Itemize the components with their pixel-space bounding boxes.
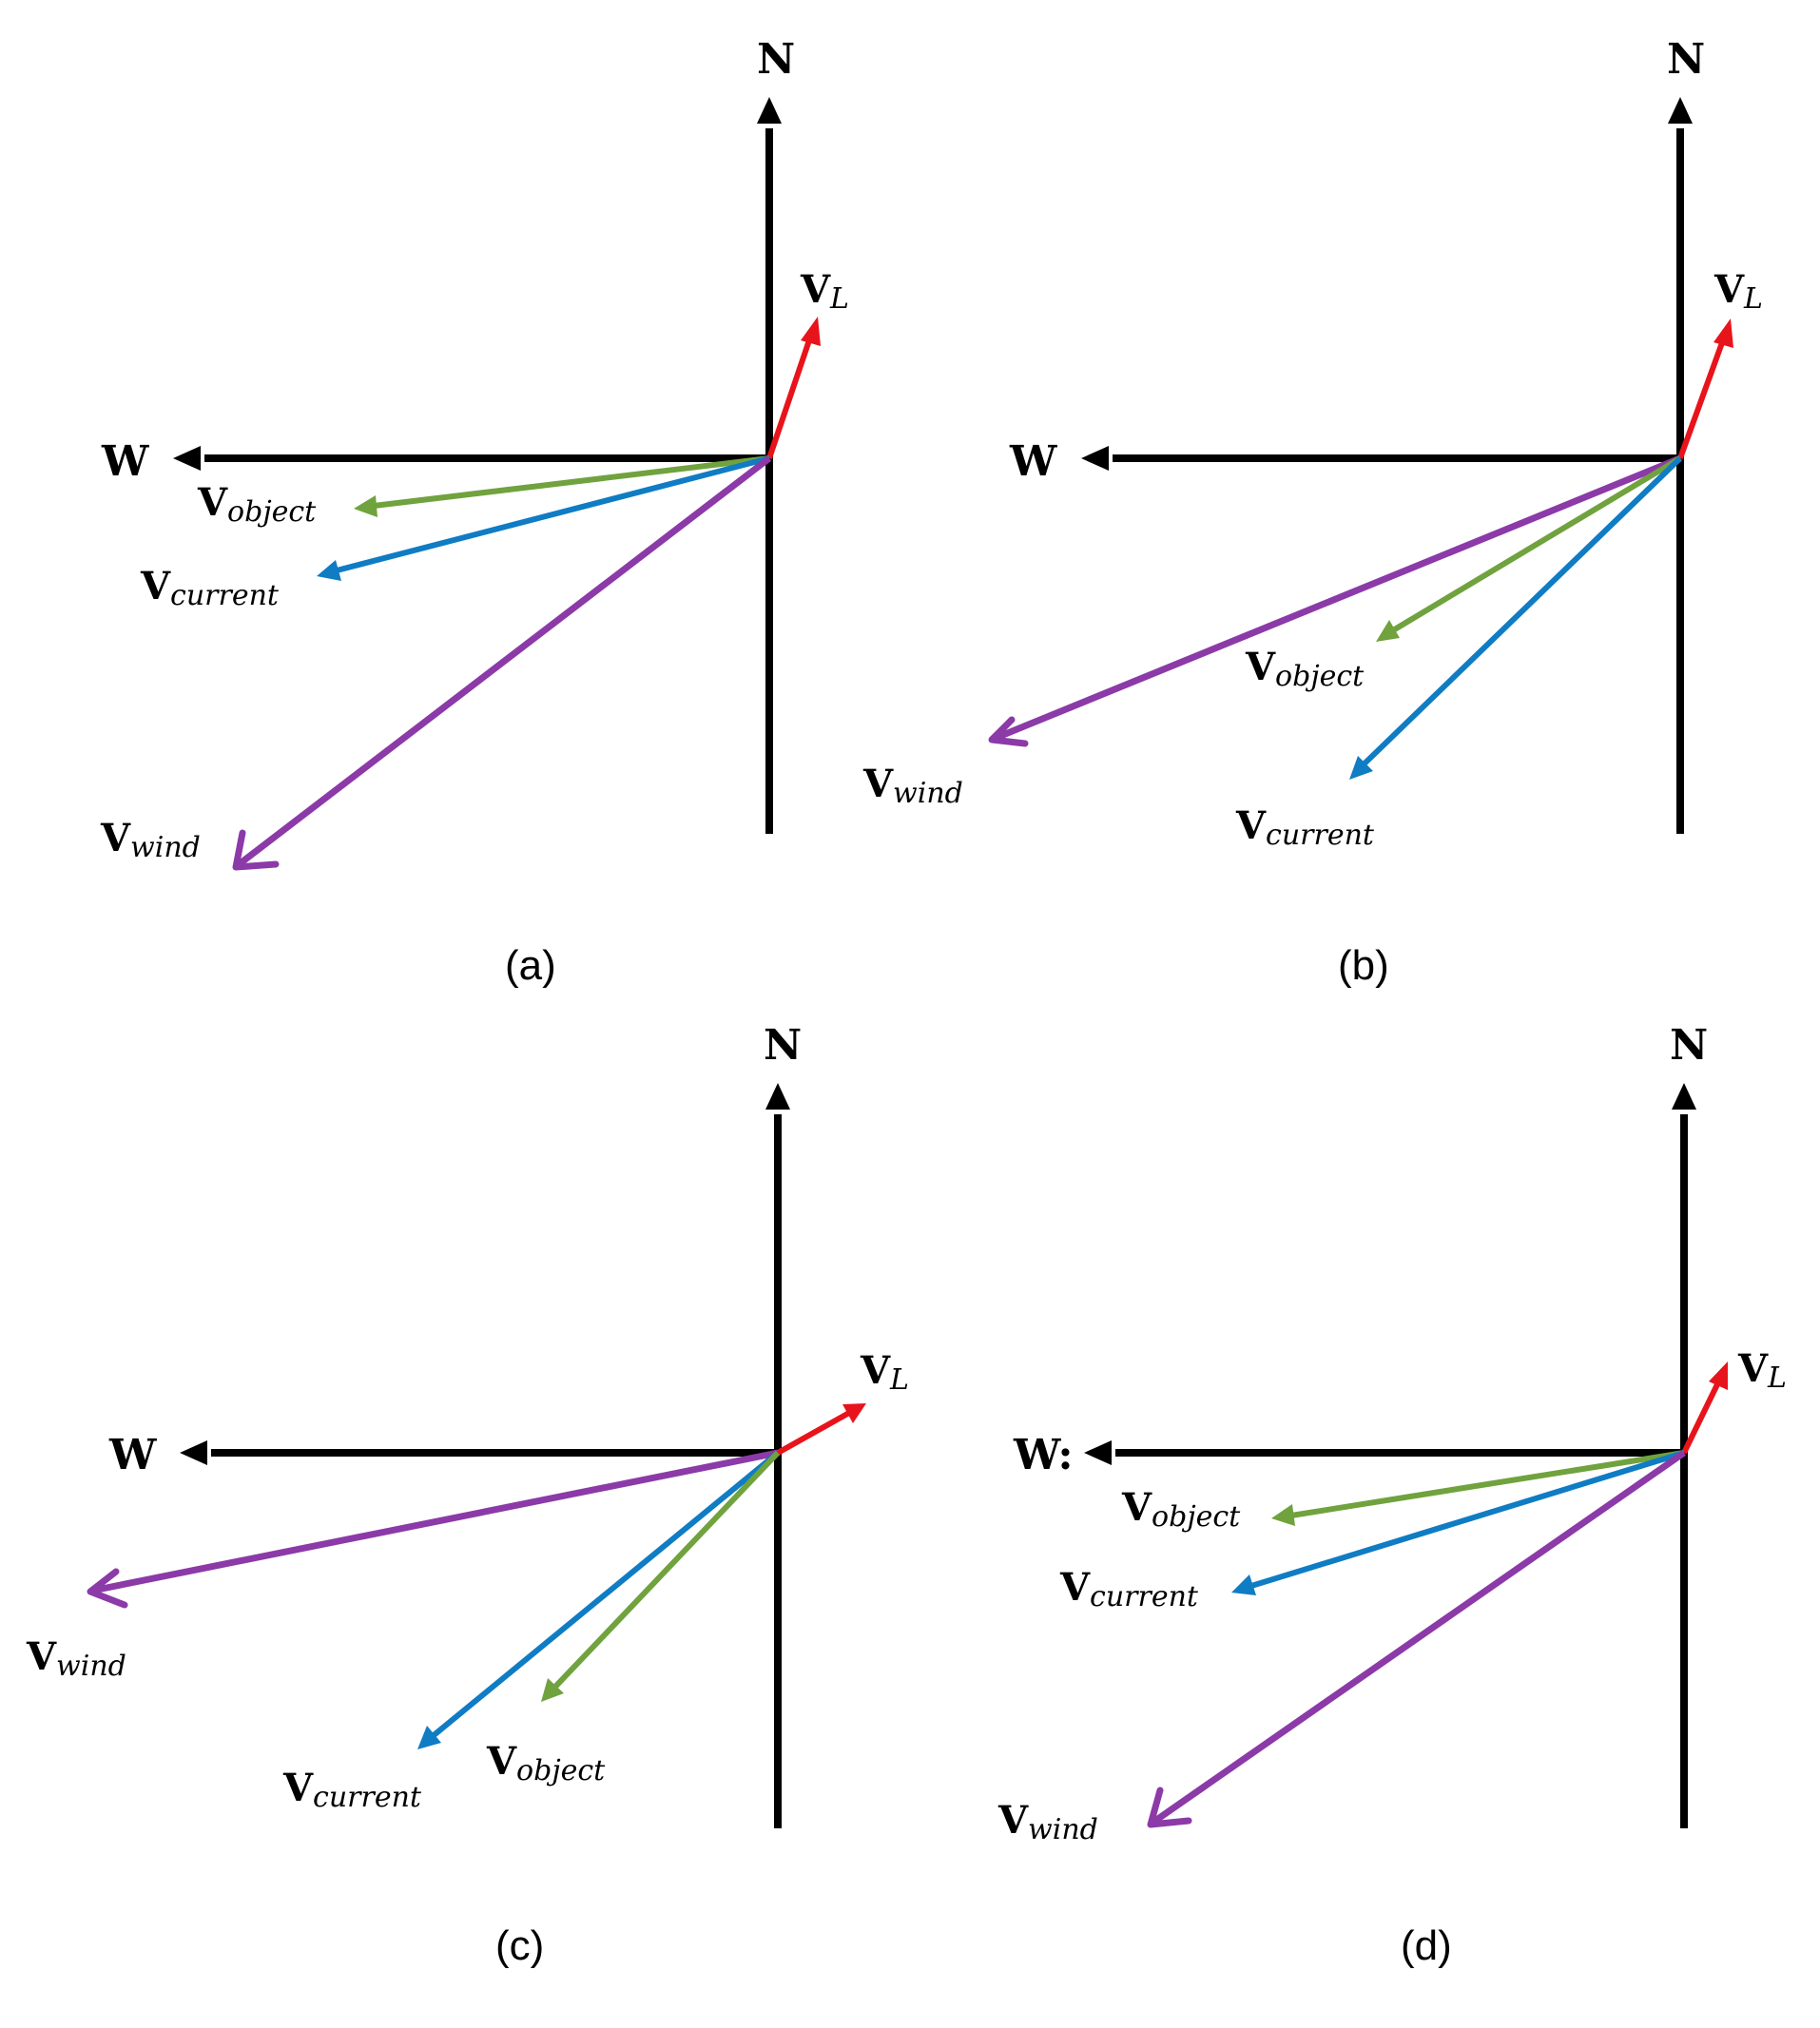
v-object-label: Vobject	[486, 1739, 606, 1787]
v-l-label: VL	[1714, 267, 1763, 316]
v-current-label: Vcurrent	[1235, 803, 1375, 852]
v-object-arrowhead	[1376, 620, 1400, 642]
v-l-arrow	[1677, 336, 1727, 460]
v-l-label: VL	[1737, 1346, 1787, 1395]
v-object-arrow	[552, 1450, 781, 1690]
v-wind-arrowhead	[988, 716, 1029, 747]
west-label: W	[101, 437, 149, 486]
v-wind-arrow	[1151, 1450, 1686, 1825]
v-current-arrowhead	[1349, 756, 1373, 780]
v-wind-arrow	[91, 1449, 779, 1594]
v-object-label: Vobject	[1121, 1485, 1241, 1534]
north-label: N	[757, 35, 795, 84]
v-l-arrowhead	[842, 1403, 866, 1423]
v-current-arrowhead	[1231, 1574, 1256, 1595]
v-wind-arrowhead	[232, 829, 280, 871]
v-current-label: Vcurrent	[140, 564, 280, 612]
v-wind-arrowhead	[1147, 1787, 1192, 1828]
v-object-label: Vobject	[197, 480, 317, 529]
west-arrowhead	[173, 446, 201, 471]
v-l-arrow	[766, 334, 814, 459]
v-wind-label: Vwind	[26, 1634, 126, 1683]
west-arrowhead	[180, 1440, 207, 1465]
v-current-arrowhead	[317, 560, 341, 581]
panel-c: N W VL Vwind Vcurrent Vobject (c)	[26, 1021, 909, 1969]
v-current-arrow	[1361, 455, 1683, 767]
v-object-arrow	[1391, 455, 1682, 633]
v-l-arrowhead	[801, 317, 821, 346]
v-current-arrow	[1250, 1450, 1685, 1589]
v-object-arrowhead	[541, 1678, 564, 1702]
v-object-arrowhead	[1271, 1504, 1295, 1526]
panel-b: N W VL Vwind Vobject Vcurrent (b)	[862, 35, 1763, 989]
north-arrowhead	[1668, 97, 1693, 124]
v-current-label: Vcurrent	[282, 1766, 422, 1814]
v-l-label: VL	[860, 1348, 909, 1397]
panel-a: N W VL Vobject Vcurrent Vwind (a)	[100, 35, 849, 989]
north-label: N	[764, 1021, 802, 1070]
panel-caption: (c)	[495, 1922, 544, 1969]
north-label: N	[1667, 35, 1705, 84]
panel-caption: (d)	[1401, 1922, 1452, 1969]
v-l-arrowhead	[1709, 1362, 1728, 1390]
v-l-label: VL	[800, 267, 849, 316]
v-object-label: Vobject	[1245, 645, 1365, 693]
panel-caption: (a)	[505, 942, 556, 989]
v-wind-label: Vwind	[100, 816, 201, 864]
v-current-label: Vcurrent	[1059, 1565, 1199, 1613]
v-current-arrowhead	[417, 1726, 441, 1749]
north-arrowhead	[1672, 1083, 1696, 1110]
west-label: W	[108, 1431, 157, 1479]
north-arrowhead	[765, 1083, 790, 1110]
v-object-arrow	[373, 455, 770, 509]
west-arrowhead	[1084, 1440, 1112, 1465]
west-label: W	[1009, 437, 1057, 486]
v-wind-label: Vwind	[997, 1798, 1098, 1846]
v-current-arrow	[336, 455, 770, 573]
v-current-arrow	[431, 1450, 780, 1739]
v-wind-label: Vwind	[862, 762, 963, 810]
panel-caption: (b)	[1338, 942, 1389, 989]
v-wind-arrow	[235, 455, 772, 868]
v-l-arrowhead	[1714, 319, 1733, 348]
north-arrowhead	[757, 97, 782, 124]
panel-d: N W: VL Vobject Vcurrent Vwind (d)	[997, 1021, 1787, 1969]
v-l-arrow	[776, 1410, 851, 1456]
v-wind-arrow	[992, 454, 1682, 743]
north-label: N	[1670, 1021, 1708, 1070]
west-label: W:	[1013, 1431, 1074, 1479]
west-arrowhead	[1081, 446, 1109, 471]
v-object-arrow	[1290, 1450, 1685, 1518]
v-l-arrow	[1681, 1379, 1722, 1455]
v-object-arrowhead	[354, 495, 378, 517]
v-wind-arrowhead	[87, 1568, 128, 1609]
